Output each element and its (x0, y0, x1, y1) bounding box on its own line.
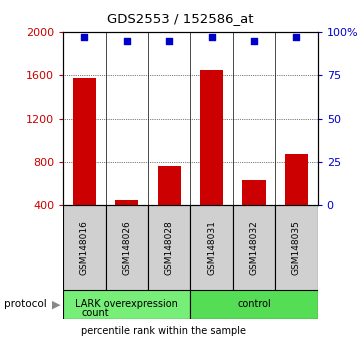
Text: GSM148016: GSM148016 (80, 220, 89, 275)
Point (124, 38, 130, 44)
Bar (285, 154, 308, 205)
Bar (73, 78, 96, 205)
Text: protocol: protocol (4, 299, 46, 309)
Point (209, 34, 214, 40)
Text: GSM148032: GSM148032 (249, 221, 258, 275)
Bar (242, 181, 266, 205)
Point (293, 34, 299, 40)
Point (82, 34, 87, 40)
Text: ▶: ▶ (52, 299, 60, 309)
Text: GSM148031: GSM148031 (207, 220, 216, 275)
Text: GSM148026: GSM148026 (122, 221, 131, 275)
Text: GDS2553 / 152586_at: GDS2553 / 152586_at (107, 12, 254, 25)
Bar (200, 70, 223, 205)
Bar (63, 205, 105, 290)
Text: GSM148028: GSM148028 (165, 221, 174, 275)
Bar (190, 205, 233, 290)
Text: LARK overexpression: LARK overexpression (75, 299, 178, 309)
Text: percentile rank within the sample: percentile rank within the sample (81, 326, 246, 336)
Text: control: control (237, 299, 271, 309)
Bar (105, 205, 148, 290)
Point (166, 38, 172, 44)
Text: count: count (81, 308, 109, 318)
Bar (233, 205, 275, 290)
Bar (115, 200, 139, 205)
Bar (148, 205, 191, 290)
Bar (190, 290, 318, 319)
Bar (275, 205, 318, 290)
Text: GSM148035: GSM148035 (292, 220, 301, 275)
Bar (157, 166, 181, 205)
Bar (63, 290, 190, 319)
Point (251, 38, 257, 44)
